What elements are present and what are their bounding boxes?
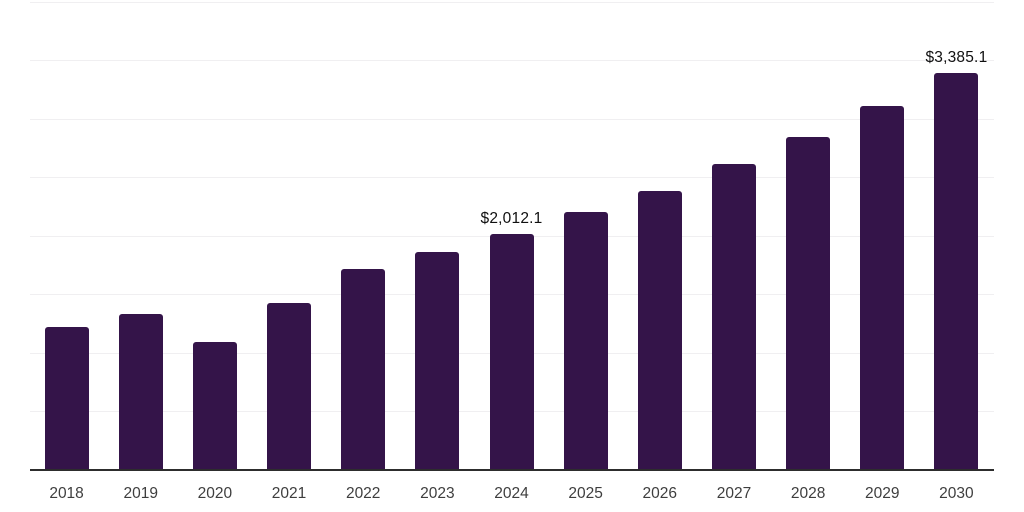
bar-2022 <box>341 268 386 470</box>
bar-2025 <box>563 211 608 470</box>
x-tick-2030: 2030 <box>939 485 974 502</box>
plot-area: $2,012.1 $3,385.1 <box>29 1 994 470</box>
bar-2024 <box>489 234 534 470</box>
x-tick-2022: 2022 <box>345 485 381 502</box>
x-tick-2027: 2027 <box>716 485 752 502</box>
data-label-2024: $2,012.1 <box>480 210 543 228</box>
x-tick-2025: 2025 <box>568 485 603 502</box>
x-tick-2029: 2029 <box>865 485 900 502</box>
x-axis-line <box>29 468 994 471</box>
gridline-3500 <box>29 60 994 61</box>
x-tick-2018: 2018 <box>49 485 84 502</box>
x-tick-2020: 2020 <box>197 485 233 502</box>
x-tick-2024: 2024 <box>494 485 529 502</box>
bar-2029 <box>860 106 905 470</box>
bar-2021 <box>267 302 312 470</box>
bar-2030 <box>934 73 979 470</box>
gridline-3000 <box>29 118 994 120</box>
bar-2028 <box>786 136 831 470</box>
bar-2026 <box>637 191 682 470</box>
data-label-2030: $3,385.1 <box>925 49 988 67</box>
x-tick-2023: 2023 <box>420 485 455 502</box>
bar-2023 <box>415 252 460 470</box>
x-tick-2026: 2026 <box>642 485 678 502</box>
gridline-4000 <box>29 1 994 3</box>
x-tick-2021: 2021 <box>271 485 307 502</box>
bar-2019 <box>118 313 163 470</box>
gridline-2500 <box>29 177 994 178</box>
x-tick-2028: 2028 <box>790 485 826 502</box>
bar-2020 <box>192 342 237 470</box>
bar-2018 <box>44 326 89 470</box>
bar-2027 <box>711 164 756 470</box>
x-tick-2019: 2019 <box>123 485 158 502</box>
